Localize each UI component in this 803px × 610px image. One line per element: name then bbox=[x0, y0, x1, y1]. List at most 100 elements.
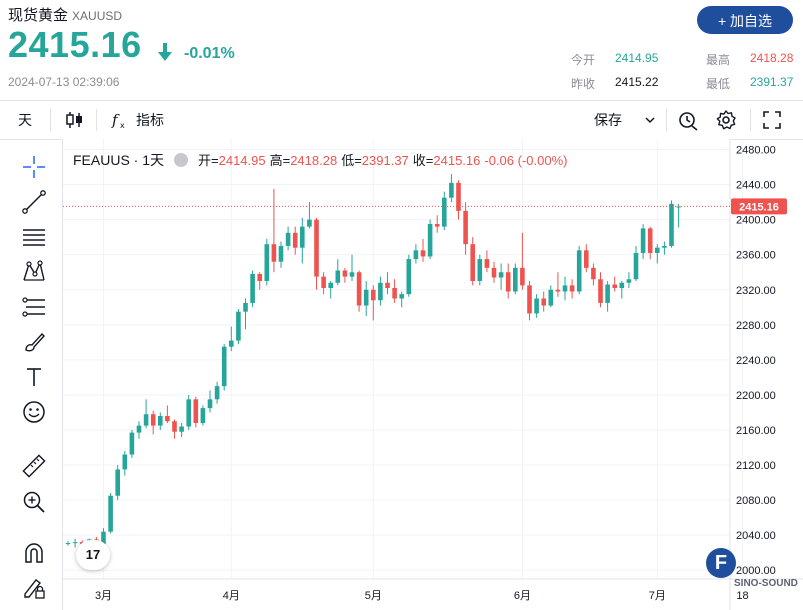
candle bbox=[378, 276, 383, 306]
plot-area bbox=[63, 139, 730, 579]
candle-body bbox=[221, 346, 227, 387]
fullscreen-button[interactable] bbox=[762, 101, 784, 139]
stat-low-value: 2391.37 bbox=[750, 75, 794, 89]
x-tick-label: 5月 bbox=[365, 590, 382, 602]
zoom-in-icon[interactable] bbox=[20, 488, 48, 516]
interval-button[interactable]: 天 bbox=[18, 112, 32, 128]
candle-body bbox=[569, 285, 575, 292]
candle-body bbox=[186, 399, 191, 427]
candle-body bbox=[463, 210, 468, 245]
candle bbox=[463, 202, 468, 255]
brush-icon[interactable] bbox=[20, 328, 48, 356]
candle bbox=[413, 244, 419, 264]
y-tick-label: 2480.00 bbox=[736, 145, 776, 157]
legend-high: 2418.28 bbox=[290, 153, 338, 168]
candle-body bbox=[108, 495, 113, 532]
indicators-button[interactable]: f x 指标 bbox=[110, 101, 170, 139]
eye-icon[interactable] bbox=[174, 153, 189, 167]
candle-body bbox=[342, 270, 348, 277]
last-price: 2415.16 bbox=[8, 24, 142, 65]
f-badge-icon[interactable]: F bbox=[706, 548, 736, 578]
emoji-icon[interactable] bbox=[20, 398, 48, 426]
candle-body bbox=[300, 226, 305, 248]
timestamp: 2024-07-13 02:39:06 bbox=[8, 75, 120, 89]
candle-body bbox=[200, 408, 206, 423]
candlestick-chart[interactable]: 2480.00 2440.00 2400.00 2360.00 2320.00 2280.… bbox=[63, 139, 803, 610]
candle-body bbox=[179, 426, 184, 432]
candle-body bbox=[335, 270, 341, 283]
candle bbox=[676, 203, 681, 228]
magnet-icon[interactable] bbox=[20, 539, 48, 567]
chart-legend: FEAUUS · 1天 开=2414.95 高=2418.28 低=2391.37 收=… bbox=[73, 150, 571, 170]
candle-body bbox=[314, 219, 319, 277]
text-icon[interactable] bbox=[20, 363, 48, 391]
candle-body bbox=[65, 543, 71, 545]
candle-body bbox=[491, 267, 497, 278]
candle-body bbox=[321, 276, 326, 289]
y-tick-label: 2200.00 bbox=[736, 390, 776, 402]
legend-open-label: 开= bbox=[198, 153, 219, 168]
candle bbox=[314, 217, 319, 290]
candle bbox=[420, 238, 426, 262]
candle bbox=[165, 405, 170, 423]
candle-body bbox=[612, 284, 617, 289]
candle-type-button[interactable] bbox=[62, 101, 86, 139]
legend-change: -0.06 (-0.00%) bbox=[484, 153, 568, 168]
candle-body bbox=[477, 259, 483, 281]
fullscreen-icon bbox=[763, 111, 781, 129]
candle-body bbox=[562, 285, 568, 292]
ruler-icon[interactable] bbox=[20, 452, 48, 480]
legend-close-label: 收= bbox=[412, 153, 434, 168]
candle-body bbox=[363, 289, 369, 306]
candle bbox=[562, 276, 568, 301]
candle bbox=[640, 224, 646, 260]
y-tick-label: 2160.00 bbox=[736, 425, 776, 437]
candle bbox=[399, 291, 404, 308]
candle bbox=[406, 254, 412, 297]
fib-tool-icon[interactable] bbox=[20, 293, 48, 321]
candle bbox=[271, 188, 277, 273]
stat-prev-close: 昨收 2415.22 bbox=[571, 75, 658, 92]
settings-button[interactable] bbox=[715, 101, 739, 139]
candle-body bbox=[250, 273, 255, 303]
instrument-title: 现货黄金 XAUUSD bbox=[8, 4, 122, 25]
candle-body bbox=[285, 232, 291, 246]
candle-body bbox=[669, 203, 674, 246]
arrow-down-icon bbox=[158, 43, 172, 61]
candle bbox=[250, 270, 255, 308]
candle bbox=[150, 410, 156, 435]
candle-body bbox=[534, 298, 539, 314]
candle bbox=[200, 405, 206, 426]
trend-line-icon[interactable] bbox=[20, 188, 48, 216]
pencil-lock-icon[interactable] bbox=[20, 574, 48, 602]
y-tick-label: 2320.00 bbox=[736, 285, 776, 297]
y-tick-label: 2120.00 bbox=[736, 460, 776, 472]
quote-header: 现货黄金 XAUUSD 2415.16 -0.01% 2024-07-13 02:… bbox=[0, 0, 803, 100]
alert-button[interactable] bbox=[677, 101, 701, 139]
tradingview-logo[interactable]: 17 bbox=[76, 540, 110, 570]
x-tick-label: 7月 bbox=[649, 590, 666, 602]
candle bbox=[108, 493, 113, 534]
candle bbox=[505, 263, 511, 299]
candle bbox=[172, 419, 177, 439]
candle bbox=[662, 241, 667, 255]
price-axis: 2480.00 2440.00 2400.00 2360.00 2320.00 2280.… bbox=[736, 145, 776, 578]
candle-body bbox=[548, 289, 554, 306]
candle-body bbox=[513, 267, 518, 292]
pattern-icon[interactable] bbox=[20, 258, 48, 286]
save-button[interactable]: 保存 bbox=[594, 101, 658, 139]
candle-body bbox=[406, 259, 412, 295]
candle bbox=[186, 394, 191, 430]
x-tick-label: 3月 bbox=[95, 590, 112, 602]
candle-body bbox=[484, 259, 490, 268]
candle-body bbox=[214, 386, 220, 400]
candle-body bbox=[158, 415, 163, 426]
candle-body bbox=[626, 279, 632, 283]
candles bbox=[65, 174, 681, 548]
horizontal-lines-icon[interactable] bbox=[20, 223, 48, 251]
stat-prev-close-label: 昨收 bbox=[571, 77, 596, 91]
y-tick-label: 2440.00 bbox=[736, 180, 776, 192]
add-watchlist-button[interactable]: + 加自选 bbox=[697, 6, 793, 34]
crosshair-icon[interactable] bbox=[20, 153, 48, 181]
gear-icon bbox=[716, 110, 736, 130]
